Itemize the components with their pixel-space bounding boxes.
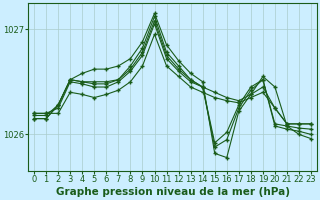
X-axis label: Graphe pression niveau de la mer (hPa): Graphe pression niveau de la mer (hPa) — [56, 187, 290, 197]
